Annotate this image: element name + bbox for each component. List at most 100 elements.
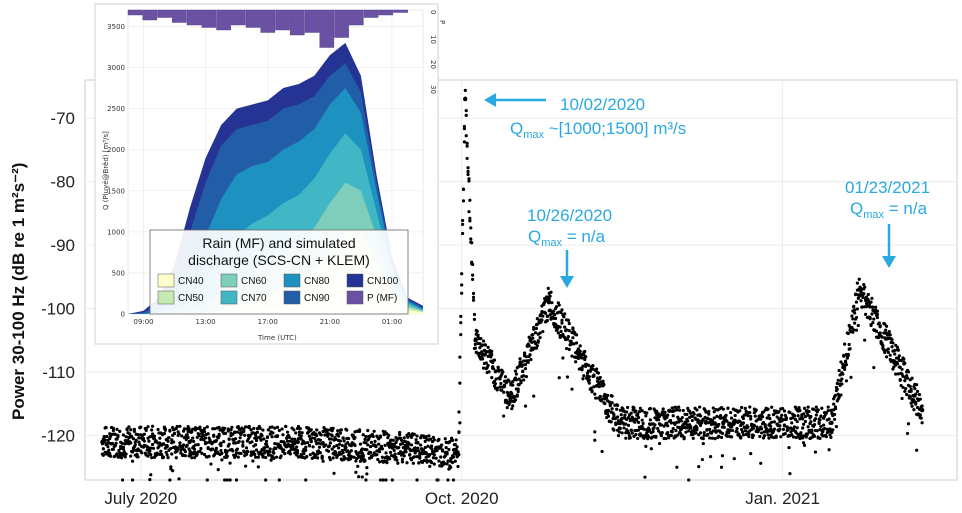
- main-data-point: [593, 392, 597, 396]
- main-data-point: [269, 458, 273, 462]
- main-data-point: [545, 318, 549, 323]
- main-data-point: [243, 464, 248, 468]
- main-data-point: [265, 445, 270, 449]
- main-data-point: [471, 298, 476, 302]
- main-data-point: [279, 454, 283, 458]
- main-data-point: [835, 387, 839, 391]
- main-data-point: [571, 327, 575, 331]
- main-data-point: [828, 433, 832, 437]
- main-data-point: [531, 333, 535, 337]
- main-data-point: [791, 435, 796, 439]
- main-data-point: [612, 428, 616, 432]
- main-data-point: [129, 441, 133, 445]
- main-data-point: [498, 377, 502, 381]
- main-data-point: [578, 344, 582, 348]
- main-data-point: [196, 443, 200, 447]
- inset-y2-tick-label: 30: [429, 85, 437, 94]
- main-data-point: [510, 407, 514, 411]
- main-data-point: [299, 434, 303, 438]
- main-data-point: [296, 424, 301, 429]
- main-data-point: [171, 440, 176, 444]
- main-data-point: [813, 450, 818, 454]
- main-data-point: [342, 439, 346, 443]
- main-data-point: [357, 450, 362, 455]
- main-data-point: [502, 414, 506, 418]
- main-data-point: [120, 478, 125, 482]
- main-data-point: [651, 429, 655, 434]
- main-data-point: [260, 434, 264, 438]
- main-data-point: [208, 438, 212, 443]
- main-data-point: [130, 434, 134, 438]
- main-data-point: [183, 454, 188, 458]
- main-data-point: [869, 300, 873, 304]
- main-data-point: [257, 452, 261, 456]
- main-data-point: [559, 329, 563, 334]
- main-data-point: [904, 387, 908, 391]
- main-data-point: [206, 446, 210, 450]
- main-data-point: [880, 335, 884, 339]
- main-data-point: [593, 430, 597, 434]
- main-data-point: [787, 445, 791, 450]
- main-data-point: [299, 437, 303, 441]
- main-data-point: [626, 431, 631, 435]
- main-data-point: [498, 385, 502, 389]
- main-data-point: [377, 442, 381, 446]
- main-data-point: [591, 367, 595, 371]
- main-data-point: [884, 328, 888, 332]
- main-data-point: [202, 433, 206, 438]
- main-data-point: [360, 475, 364, 479]
- main-data-point: [708, 454, 713, 459]
- main-data-point: [414, 449, 418, 453]
- main-data-point: [171, 469, 175, 473]
- main-data-point: [666, 431, 670, 435]
- main-data-point: [461, 199, 466, 203]
- main-data-point: [580, 368, 584, 372]
- main-data-point: [798, 409, 802, 413]
- main-data-point: [743, 429, 747, 433]
- main-data-point: [478, 346, 482, 350]
- main-data-point: [380, 455, 384, 459]
- main-data-point: [584, 355, 588, 359]
- main-data-point: [214, 438, 219, 443]
- main-data-point: [233, 437, 238, 441]
- main-data-point: [400, 441, 405, 446]
- main-data-point: [742, 425, 746, 430]
- main-data-point: [631, 416, 635, 421]
- main-data-point: [744, 409, 748, 413]
- main-data-point: [261, 428, 265, 432]
- main-data-point: [636, 412, 640, 416]
- inset-rain-bar: [245, 9, 261, 28]
- main-data-point: [524, 355, 529, 359]
- main-data-point: [684, 430, 688, 434]
- main-data-point: [131, 448, 136, 452]
- main-data-point: [177, 432, 181, 436]
- main-data-point: [101, 447, 105, 451]
- main-data-point: [549, 290, 553, 294]
- main-data-point: [255, 430, 260, 434]
- main-data-point: [846, 352, 850, 357]
- main-data-point: [122, 450, 126, 454]
- main-data-point: [280, 427, 284, 431]
- main-data-point: [748, 411, 752, 415]
- main-data-point: [609, 420, 613, 424]
- main-data-point: [884, 324, 889, 328]
- main-data-point: [384, 478, 388, 482]
- main-data-point: [706, 417, 710, 421]
- main-data-point: [129, 428, 133, 432]
- main-data-point: [220, 451, 224, 455]
- main-data-point: [905, 376, 910, 380]
- main-data-point: [814, 405, 818, 409]
- main-data-point: [384, 451, 388, 455]
- legend-box: [149, 229, 409, 315]
- main-data-point: [128, 432, 132, 436]
- main-data-point: [896, 348, 901, 352]
- main-data-point: [514, 378, 518, 382]
- main-data-point: [315, 428, 319, 432]
- main-data-point: [251, 459, 255, 463]
- main-data-point: [349, 449, 353, 453]
- main-data-point: [434, 456, 438, 460]
- inset-rain-bar: [201, 9, 217, 28]
- inset-rain-bar: [334, 9, 349, 38]
- main-data-point: [899, 358, 903, 363]
- main-data-point: [202, 426, 207, 431]
